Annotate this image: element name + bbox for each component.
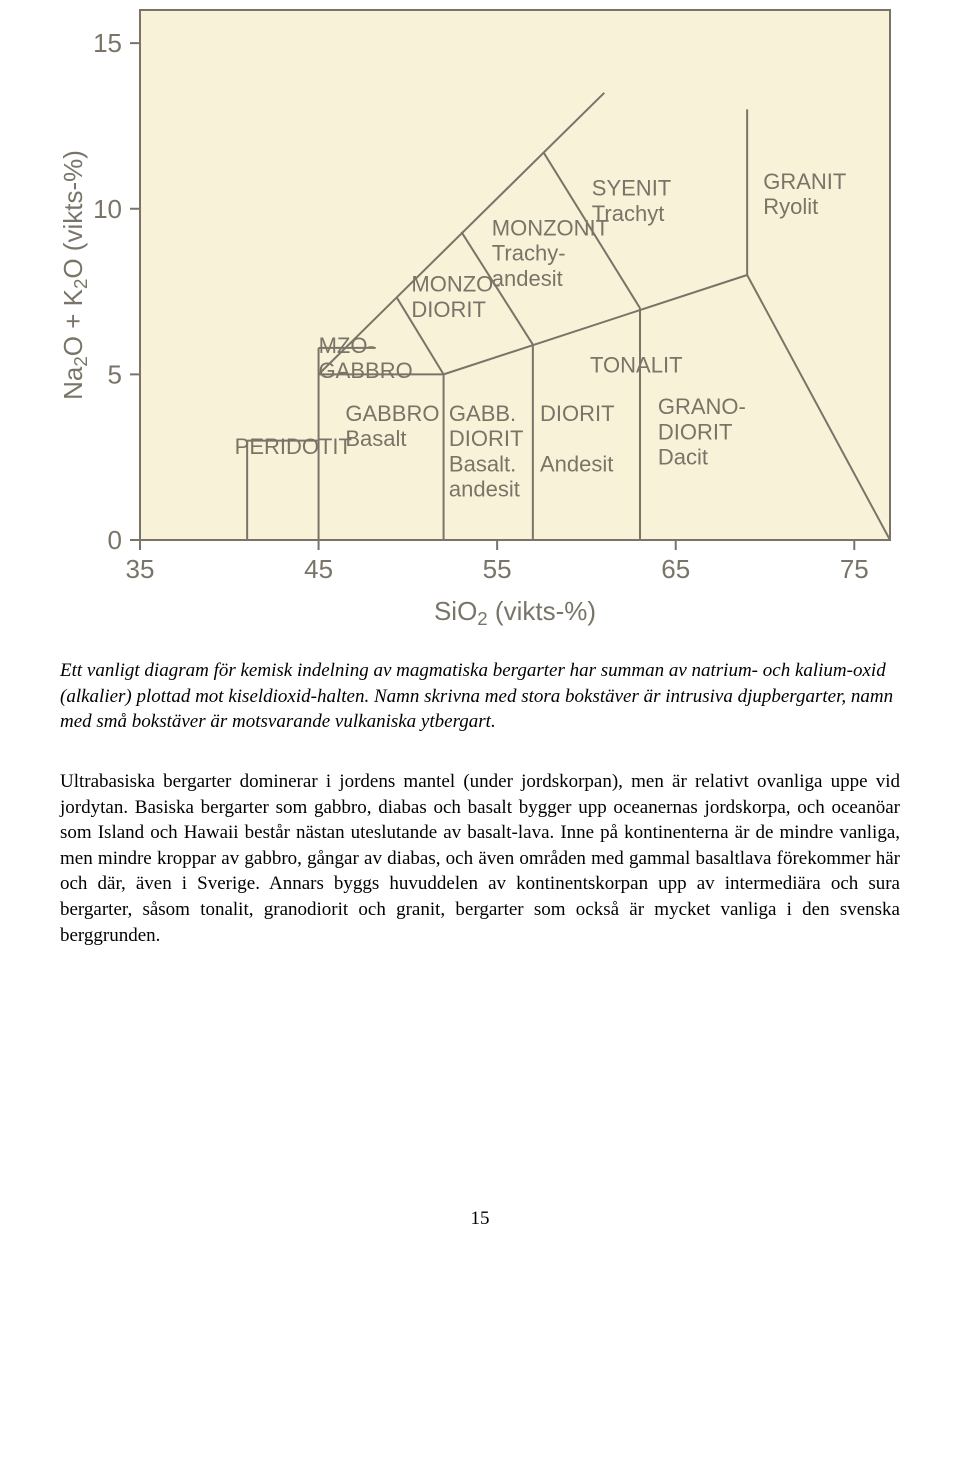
svg-text:65: 65 <box>661 554 690 584</box>
svg-text:5: 5 <box>108 359 122 389</box>
svg-text:GABB.DIORITBasalt.andesit: GABB.DIORITBasalt.andesit <box>449 401 524 502</box>
svg-text:TONALIT: TONALIT <box>590 353 683 378</box>
body-paragraph: Ultrabasiska bergarter dominerar i jorde… <box>60 769 900 948</box>
svg-text:PERIDOTIT: PERIDOTIT <box>235 434 352 459</box>
page-number: 15 <box>60 1208 900 1230</box>
tas-chart: 35 45 55 65 75 0 5 10 15 SiO2 (vikts-%) Na2O + K2O… <box>60 0 920 630</box>
svg-text:10: 10 <box>93 194 122 224</box>
figure-caption: Ett vanligt diagram för kemisk indelning… <box>60 658 900 735</box>
svg-text:55: 55 <box>483 554 512 584</box>
svg-text:Na2O + K2O (vikts-%): Na2O + K2O (vikts-%) <box>60 150 91 400</box>
svg-text:SiO2 (vikts-%): SiO2 (vikts-%) <box>434 596 596 629</box>
svg-text:15: 15 <box>93 28 122 58</box>
svg-text:45: 45 <box>304 554 333 584</box>
svg-text:75: 75 <box>840 554 869 584</box>
svg-text:0: 0 <box>108 525 122 555</box>
chart-svg: 35 45 55 65 75 0 5 10 15 SiO2 (vikts-%) Na2O + K2O… <box>60 0 920 630</box>
svg-text:35: 35 <box>126 554 155 584</box>
